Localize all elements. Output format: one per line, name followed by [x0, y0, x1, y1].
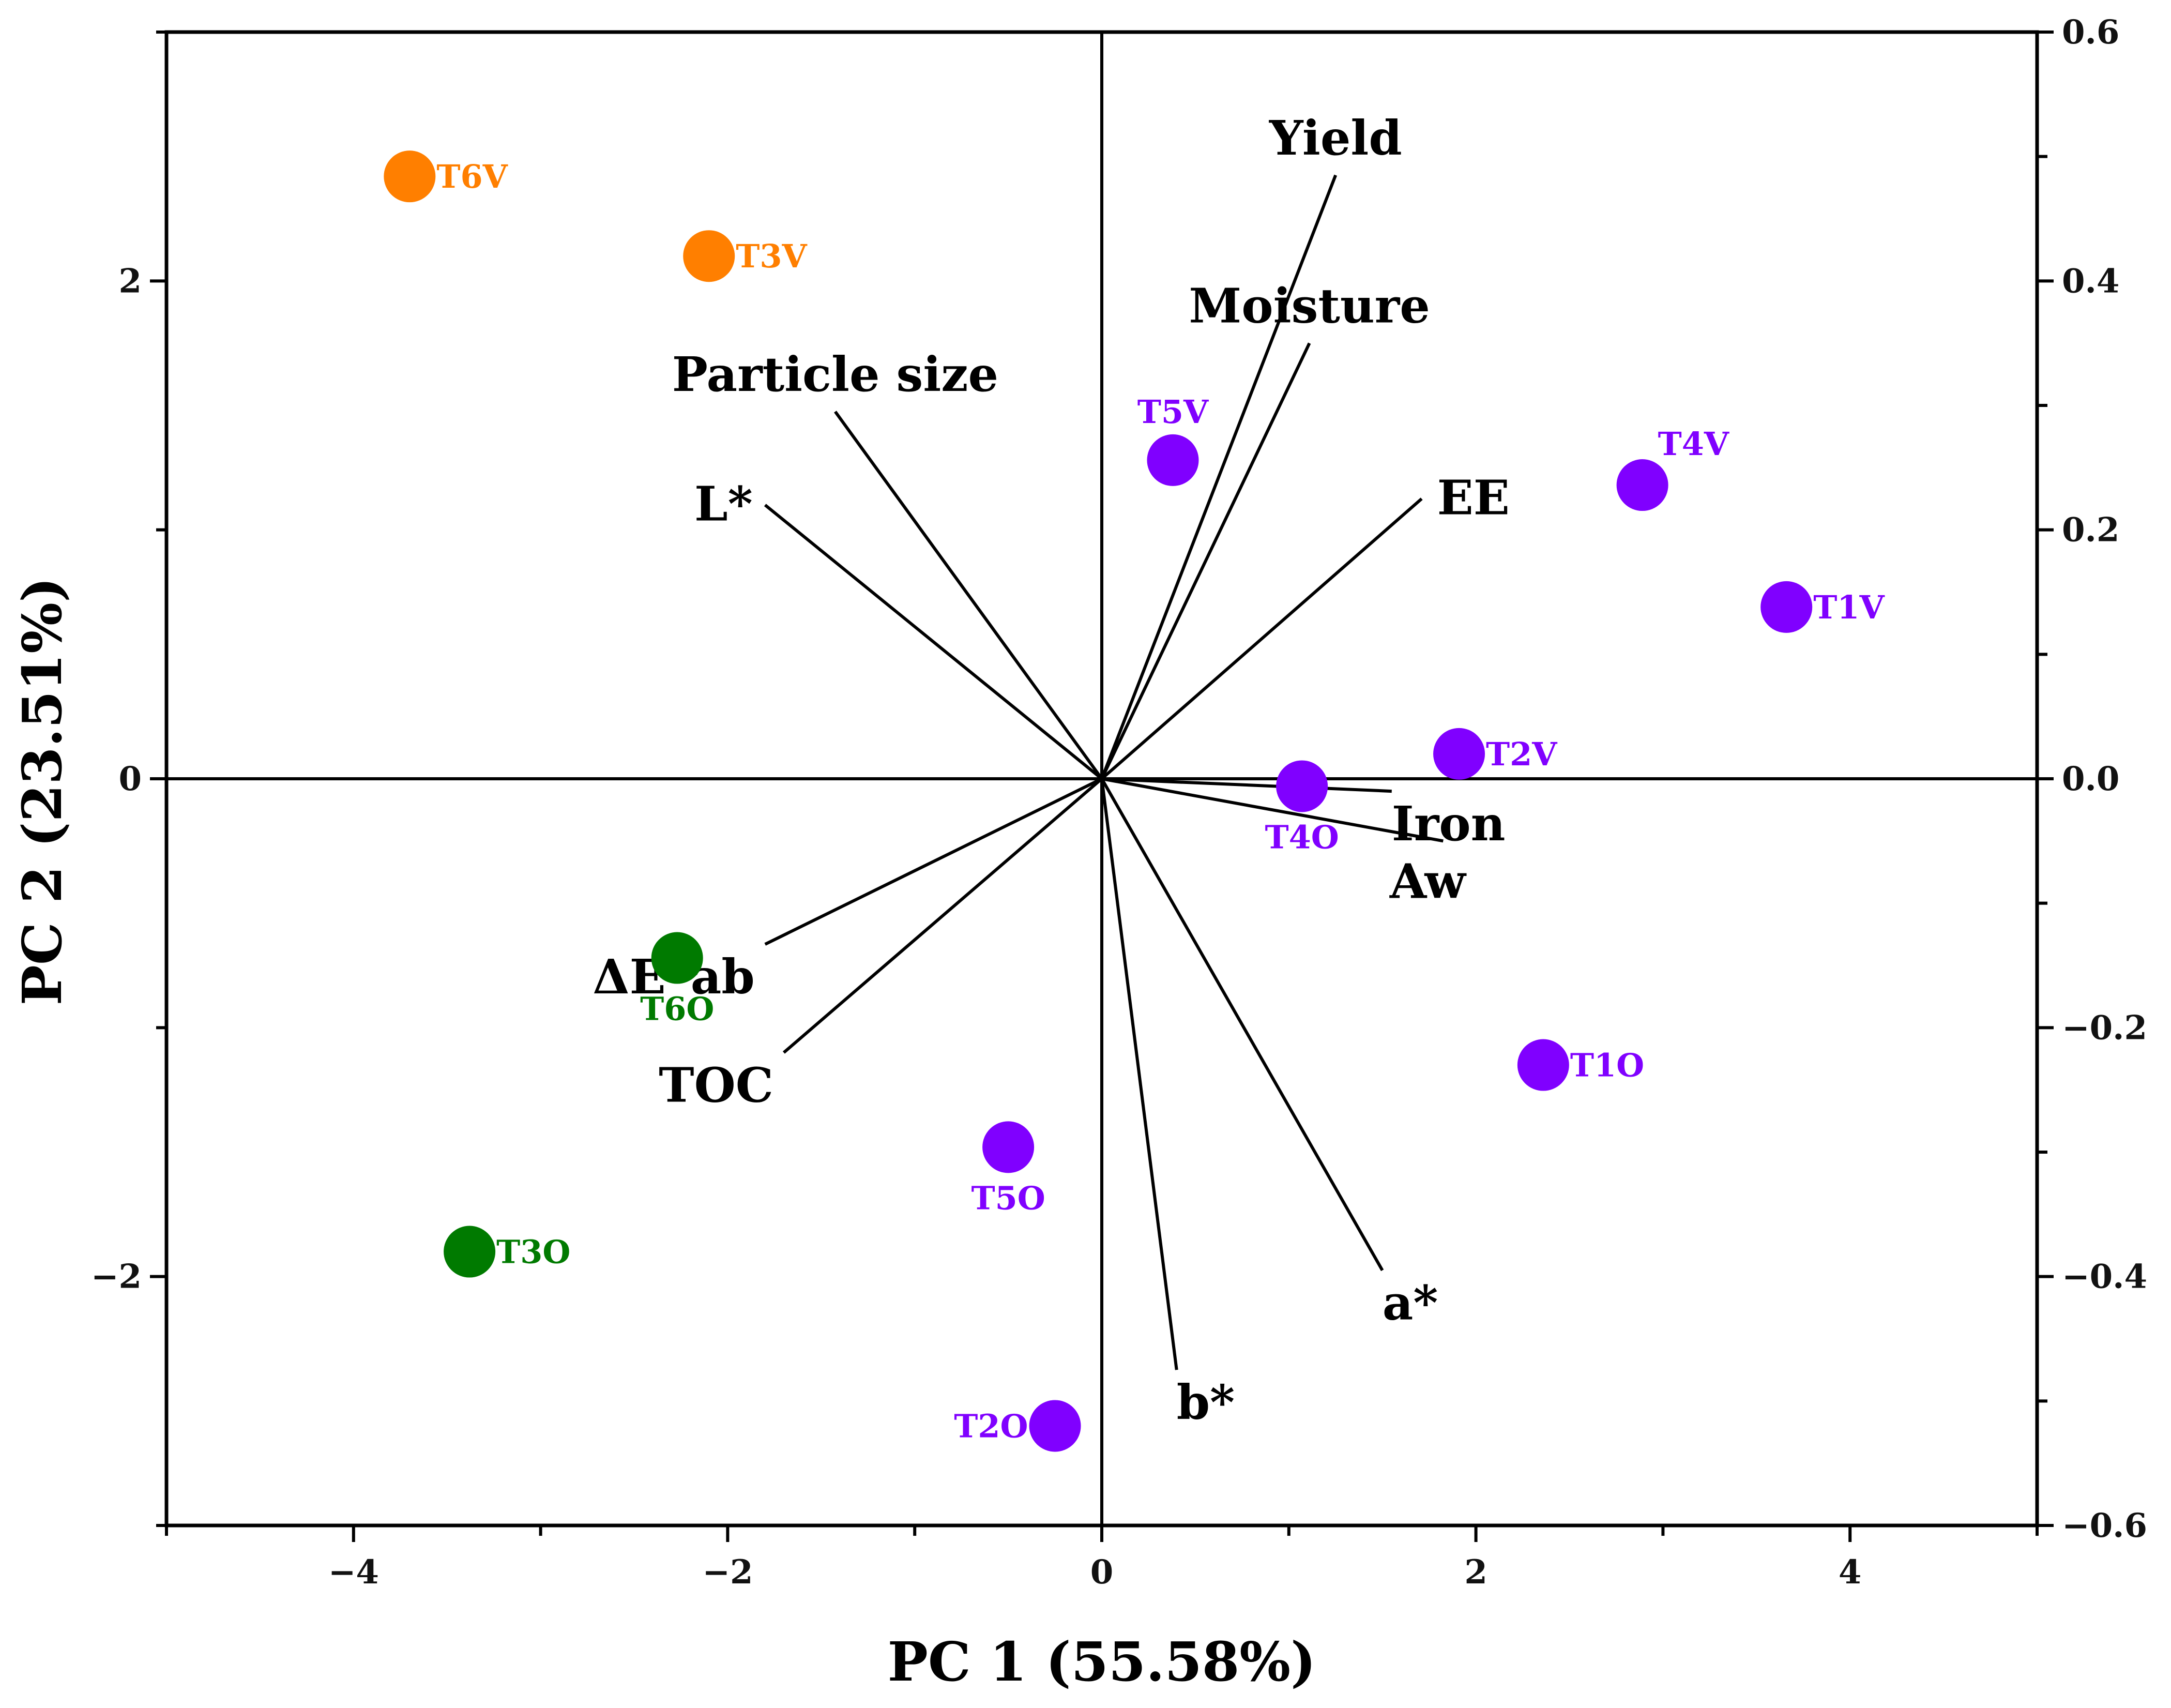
loading-vector-line	[1101, 777, 1392, 793]
loading-vector-line	[764, 504, 1103, 780]
score-label: T1O	[1570, 1047, 1644, 1084]
x-axis-title: PC 1 (55.58%)	[888, 1630, 1316, 1694]
loading-vectors: YieldMoistureEEIronAwa*b*TOCΔE*abL*Parti…	[593, 110, 1510, 1430]
y2-tick-label: −0.6	[2062, 1506, 2147, 1545]
x-tick-label: −2	[702, 1553, 753, 1592]
loading-label: TOC	[659, 1057, 773, 1113]
score-point	[683, 230, 735, 282]
y2-tick-label: −0.4	[2062, 1258, 2147, 1296]
axes: −4 −2 0 2 4 −2 0 2 −0.6 −0.4 −0.2 0.0 0.2 0.4 0.6	[91, 13, 2147, 1592]
y-tick-label: 2	[118, 262, 142, 300]
score-point	[384, 150, 436, 203]
score-point	[1517, 1039, 1569, 1091]
score-label: T2V	[1486, 735, 1557, 773]
loading-vector-line	[1100, 174, 1338, 780]
loading-vector-line	[1100, 778, 1384, 1272]
y-axis-title: PC 2 (23.51%)	[10, 577, 74, 1006]
loading-vector-line	[782, 777, 1103, 1054]
loading-label: Particle size	[672, 346, 998, 402]
x-tick-label: 0	[1090, 1553, 1114, 1592]
loading-vector-line	[1100, 342, 1311, 780]
x-tick-label: 4	[1839, 1553, 1862, 1592]
loading-label: Aw	[1389, 853, 1467, 909]
score-label: T3V	[736, 237, 807, 275]
loading-vector-line	[1101, 777, 1444, 843]
loading-label: a*	[1383, 1275, 1438, 1331]
y2-tick-label: 0.4	[2062, 262, 2119, 300]
y2-tick-label: 0.6	[2062, 13, 2119, 52]
y2-tick-label: 0.2	[2062, 511, 2119, 550]
y2-tick-label: −0.2	[2062, 1008, 2147, 1047]
loading-vector-line	[834, 411, 1103, 780]
x-tick-label: 2	[1464, 1553, 1487, 1592]
score-point	[444, 1226, 496, 1278]
loading-label: b*	[1177, 1374, 1235, 1430]
loading-label: Moisture	[1189, 278, 1430, 334]
loading-vector-line	[764, 777, 1103, 946]
score-point	[651, 932, 703, 984]
score-label: T5O	[971, 1179, 1045, 1217]
score-point	[1616, 459, 1668, 511]
y2-tick-label: 0.0	[2062, 760, 2119, 798]
score-points: T6V T3V T5V T4V T1V T2V T4O T1O T6O T5O T3O T2O	[384, 150, 1885, 1452]
score-point	[1760, 581, 1813, 633]
score-point	[1276, 760, 1328, 812]
score-point	[1147, 434, 1199, 486]
score-point	[982, 1121, 1035, 1173]
loading-label: L*	[694, 476, 753, 532]
y-tick-label: −2	[91, 1258, 142, 1296]
score-label: T5V	[1137, 393, 1209, 431]
loading-label: Yield	[1269, 110, 1402, 166]
loading-label: EE	[1437, 470, 1510, 526]
score-label: T4V	[1658, 425, 1729, 463]
score-point	[1433, 728, 1485, 780]
score-label: T2O	[954, 1407, 1028, 1445]
loading-vector-line	[1100, 778, 1178, 1370]
x-tick-label: −4	[328, 1553, 379, 1592]
score-label: T6O	[640, 990, 714, 1028]
loading-label: Iron	[1392, 796, 1506, 852]
y-tick-label: 0	[118, 760, 142, 798]
score-label: T6V	[436, 158, 508, 195]
score-label: T3O	[496, 1233, 570, 1271]
score-label: T4O	[1265, 818, 1339, 856]
loading-vector-line	[1101, 497, 1423, 780]
score-point	[1029, 1400, 1081, 1452]
score-label: T1V	[1813, 588, 1885, 626]
